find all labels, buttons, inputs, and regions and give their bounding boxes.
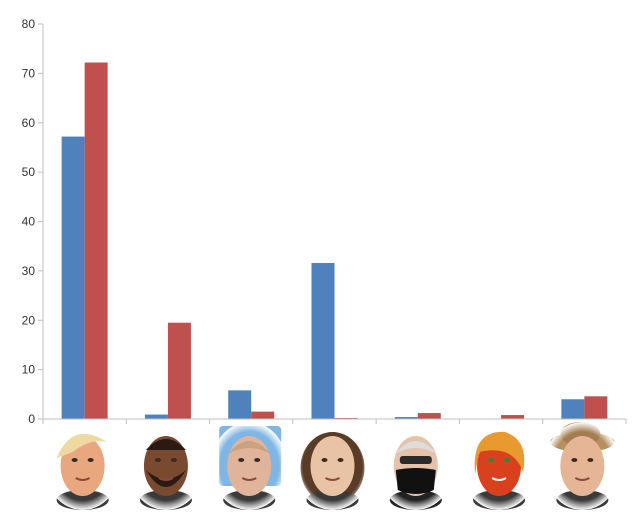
man-face-blue-background-icon [211, 422, 288, 510]
bar-series-2-face-2 [167, 322, 191, 419]
category-face-icons [44, 422, 621, 510]
bar-series-2-face-6 [501, 415, 525, 419]
bars [61, 62, 608, 419]
bar-series-1-face-4 [311, 262, 335, 419]
y-tick-label: 40 [22, 215, 36, 229]
bearded-man-face-icon [127, 422, 204, 510]
smiling-woman-face-icon [294, 422, 371, 510]
y-tick-label: 60 [22, 116, 36, 130]
y-axis: 0 10 20 30 40 50 60 70 80 [22, 17, 44, 426]
bar-series-1-face-2 [144, 414, 168, 419]
man-in-hat-face-icon [544, 422, 621, 510]
bar-series-1-face-5 [394, 417, 418, 419]
y-tick-label: 0 [28, 412, 35, 426]
bar-series-1-face-3 [228, 390, 252, 419]
bar-series-2-face-5 [417, 413, 441, 419]
x-axis [42, 418, 627, 424]
bar-series-1-face-1 [61, 136, 85, 419]
masked-man-sunglasses-face-icon [377, 422, 454, 510]
y-tick-label: 20 [22, 313, 36, 327]
red-devil-painted-face-icon [461, 422, 538, 510]
bar-series-2-face-1 [84, 62, 108, 419]
y-tick-label: 10 [22, 363, 36, 377]
y-tick-label: 70 [22, 66, 36, 80]
blonde-man-face-icon [44, 422, 121, 510]
bar-series-2-face-3 [251, 411, 275, 419]
y-tick-label: 30 [22, 264, 36, 278]
bar-series-1-face-7 [561, 399, 585, 419]
bar-series-2-face-7 [584, 396, 608, 419]
y-tick-label: 80 [22, 17, 36, 31]
y-tick-label: 50 [22, 165, 36, 179]
